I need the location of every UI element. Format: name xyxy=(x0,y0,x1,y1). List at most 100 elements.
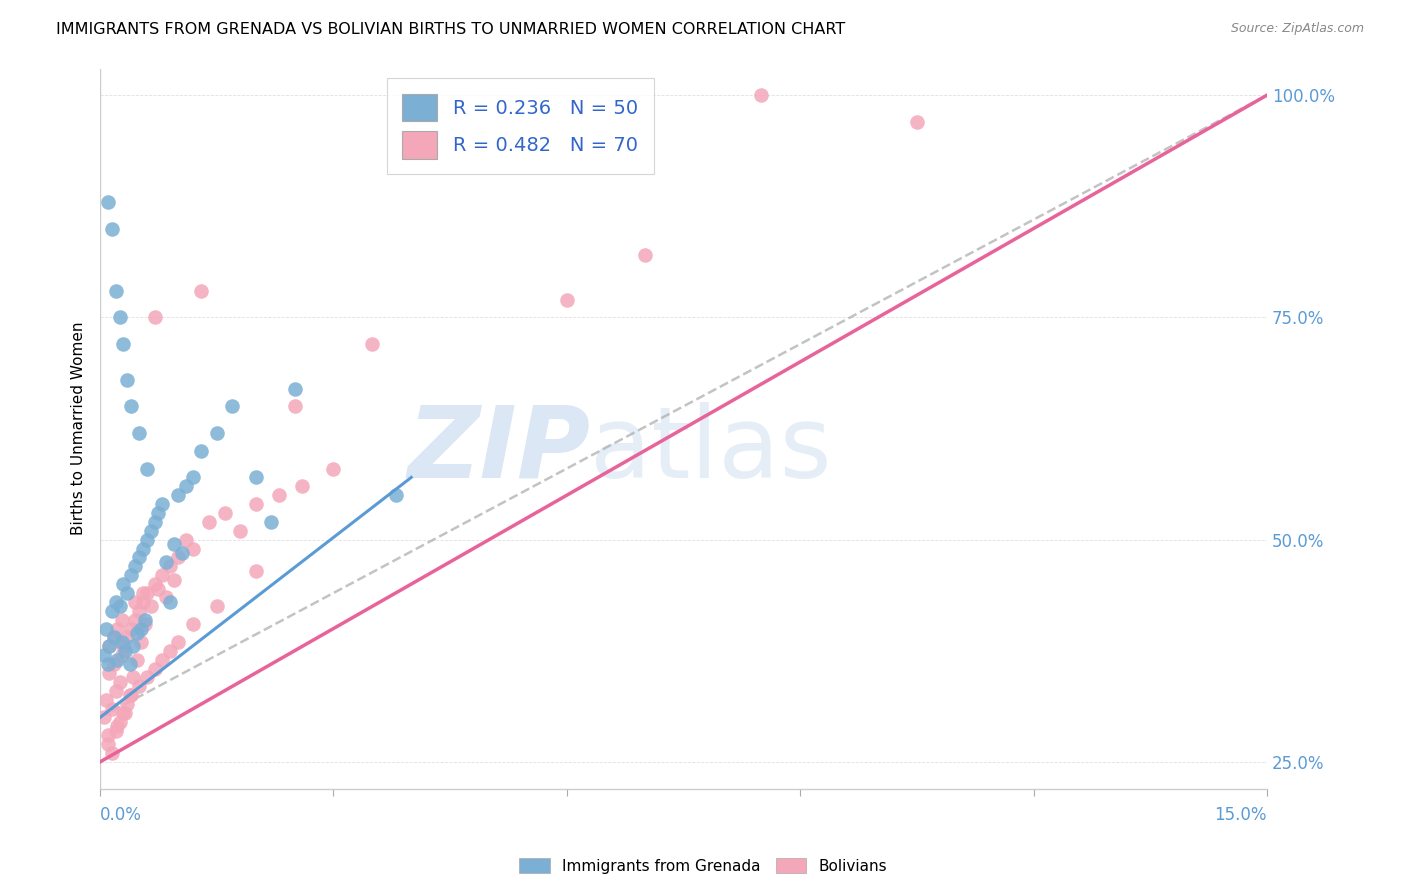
Point xyxy=(108,310,131,325)
Point xyxy=(198,515,221,529)
Point xyxy=(124,613,146,627)
Point xyxy=(128,550,150,565)
Point xyxy=(97,194,120,209)
Point xyxy=(118,657,141,671)
Point xyxy=(104,284,127,298)
Point xyxy=(190,284,212,298)
Text: 15.0%: 15.0% xyxy=(1215,806,1267,824)
Point xyxy=(633,248,655,262)
Point xyxy=(101,701,124,715)
Point xyxy=(108,714,131,729)
Point xyxy=(139,524,162,538)
Point xyxy=(183,541,205,556)
Point xyxy=(118,688,141,702)
Point xyxy=(134,613,156,627)
Text: ZIP: ZIP xyxy=(408,401,591,499)
Point xyxy=(174,533,197,547)
Point xyxy=(155,555,177,569)
Point xyxy=(112,337,135,351)
Point xyxy=(361,337,384,351)
Point xyxy=(322,461,344,475)
Point xyxy=(150,568,173,582)
Point xyxy=(103,631,125,645)
Point xyxy=(127,626,149,640)
Point xyxy=(120,622,142,636)
Point xyxy=(104,683,127,698)
Point xyxy=(135,461,157,475)
Point xyxy=(97,657,120,671)
Point xyxy=(117,373,139,387)
Point xyxy=(134,617,156,632)
Point xyxy=(128,425,150,440)
Point xyxy=(121,670,143,684)
Point xyxy=(245,497,267,511)
Legend: R = 0.236   N = 50, R = 0.482   N = 70: R = 0.236 N = 50, R = 0.482 N = 70 xyxy=(387,78,654,174)
Point xyxy=(214,506,236,520)
Point xyxy=(112,577,135,591)
Point xyxy=(108,599,131,614)
Point xyxy=(221,399,243,413)
Point xyxy=(120,688,142,702)
Point xyxy=(143,661,166,675)
Point xyxy=(167,550,190,565)
Point xyxy=(267,488,290,502)
Point xyxy=(128,604,150,618)
Point xyxy=(167,488,190,502)
Point xyxy=(167,635,190,649)
Point xyxy=(129,622,152,636)
Point xyxy=(111,635,134,649)
Point xyxy=(159,559,181,574)
Point xyxy=(114,644,136,658)
Point xyxy=(120,399,142,413)
Point xyxy=(205,425,228,440)
Point xyxy=(124,595,146,609)
Point xyxy=(384,488,406,502)
Point xyxy=(93,648,115,663)
Point xyxy=(132,595,155,609)
Point xyxy=(159,644,181,658)
Point xyxy=(104,595,127,609)
Point xyxy=(749,88,772,103)
Point xyxy=(104,723,127,738)
Point xyxy=(163,573,186,587)
Point xyxy=(105,652,128,666)
Point xyxy=(129,635,152,649)
Point xyxy=(97,728,120,742)
Point xyxy=(284,399,307,413)
Point xyxy=(148,506,170,520)
Point xyxy=(101,746,124,760)
Point xyxy=(111,648,134,663)
Point xyxy=(117,586,139,600)
Point xyxy=(229,524,252,538)
Point xyxy=(190,443,212,458)
Point xyxy=(905,115,928,129)
Point xyxy=(174,479,197,493)
Point xyxy=(245,564,267,578)
Point xyxy=(108,674,131,689)
Point xyxy=(96,622,118,636)
Point xyxy=(117,697,139,711)
Point xyxy=(284,382,307,396)
Text: IMMIGRANTS FROM GRENADA VS BOLIVIAN BIRTHS TO UNMARRIED WOMEN CORRELATION CHART: IMMIGRANTS FROM GRENADA VS BOLIVIAN BIRT… xyxy=(56,22,845,37)
Point xyxy=(143,310,166,325)
Point xyxy=(103,657,125,671)
Point xyxy=(101,221,124,235)
Point xyxy=(183,617,205,632)
Text: Source: ZipAtlas.com: Source: ZipAtlas.com xyxy=(1230,22,1364,36)
Point xyxy=(155,591,177,605)
Point xyxy=(205,599,228,614)
Point xyxy=(114,706,136,720)
Point xyxy=(132,541,155,556)
Point xyxy=(170,546,193,560)
Point xyxy=(291,479,314,493)
Point xyxy=(159,595,181,609)
Point xyxy=(98,640,121,654)
Point xyxy=(97,737,120,751)
Point xyxy=(124,559,146,574)
Text: 0.0%: 0.0% xyxy=(100,806,142,824)
Point xyxy=(98,665,121,680)
Point xyxy=(139,599,162,614)
Point xyxy=(135,670,157,684)
Text: atlas: atlas xyxy=(591,401,832,499)
Point xyxy=(150,652,173,666)
